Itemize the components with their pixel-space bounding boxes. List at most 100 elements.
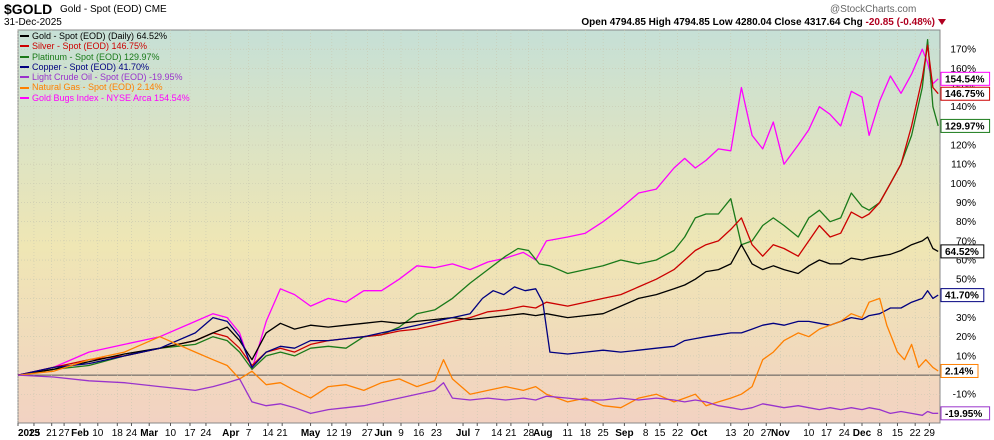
legend-item-silver: Silver - Spot (EOD) 146.75% xyxy=(20,41,190,51)
plot-area xyxy=(17,29,941,424)
tag-box xyxy=(940,288,985,303)
watermark: @StockCharts.com xyxy=(830,4,917,15)
legend-label: Copper - Spot (EOD) 41.70% xyxy=(32,61,150,72)
symbol-title: $GOLD xyxy=(4,1,53,17)
x-tick-label: Apr xyxy=(222,428,239,439)
x-tick-label: 22 xyxy=(910,428,922,439)
last-value-tag-crude: -19.95% xyxy=(940,406,991,421)
x-tick-label: 19 xyxy=(340,428,352,439)
y-tick-label: 10% xyxy=(956,351,976,362)
x-tick-label: 21 xyxy=(505,428,517,439)
x-tick-label: Jul xyxy=(456,428,471,439)
x-tick-label: 14 xyxy=(262,428,274,439)
x-tick-label: 17 xyxy=(821,428,833,439)
chart-date: 31-Dec-2025 xyxy=(4,17,62,28)
x-tick-label: Nov xyxy=(771,428,790,439)
y-tick-label: 70% xyxy=(956,236,976,247)
series-line-platinum xyxy=(17,38,939,376)
high-label: High xyxy=(648,17,671,28)
legend-swatch xyxy=(20,45,29,48)
x-tick-label: Jun xyxy=(374,428,392,439)
legend-label: Gold Bugs Index - NYSE Arca 154.54% xyxy=(32,92,190,103)
legend-swatch xyxy=(20,55,29,58)
symbol-description: Gold - Spot (EOD) CME xyxy=(60,4,167,15)
chg-label: Chg xyxy=(843,17,863,28)
down-triangle-icon xyxy=(938,19,946,26)
last-value-tag-silver: 146.75% xyxy=(940,86,991,101)
high-value: 4794.85 xyxy=(673,17,710,28)
x-tick-label: 15 xyxy=(654,428,666,439)
x-tick-label: 27 xyxy=(761,428,773,439)
legend-item-platinum: Platinum - Spot (EOD) 129.97% xyxy=(20,52,190,62)
tag-label: 64.52% xyxy=(945,247,979,258)
last-value-tag-platinum: 129.97% xyxy=(940,118,991,133)
x-tick-label: Aug xyxy=(533,428,552,439)
x-tick-label: 16 xyxy=(413,428,425,439)
x-tick-label: 29 xyxy=(924,428,936,439)
ohlc-readout: Open 4794.85 High 4794.85 Low 4280.04 Cl… xyxy=(581,17,946,28)
y-tick-label: 90% xyxy=(956,198,976,209)
grid-lines xyxy=(17,30,940,426)
x-tick-label: 28 xyxy=(523,428,535,439)
last-value-tag-copper: 41.70% xyxy=(940,288,985,303)
x-tick-label: 2025 xyxy=(18,428,41,439)
close-value: 4317.64 xyxy=(804,17,841,28)
y-tick-label: 20% xyxy=(956,332,976,343)
x-tick-label: 10 xyxy=(165,428,177,439)
legend-item-copper: Copper - Spot (EOD) 41.70% xyxy=(20,62,190,72)
series-line-gold xyxy=(17,236,939,376)
series-lines xyxy=(17,38,939,416)
y-tick-label: 80% xyxy=(956,217,976,228)
x-tick-label: 13 xyxy=(28,428,40,439)
x-tick-label: 11 xyxy=(562,428,573,439)
low-label: Low xyxy=(712,17,733,28)
series-line-goldbugs xyxy=(17,48,939,376)
legend: Gold - Spot (EOD) (Daily) 64.52% Silver -… xyxy=(20,31,190,103)
tag-label: -19.95% xyxy=(945,409,982,420)
y-tick-label: 140% xyxy=(950,102,976,113)
tag-label: 146.75% xyxy=(945,89,985,100)
x-tick-label: 24 xyxy=(126,428,138,439)
x-tick-label: 8 xyxy=(643,428,649,439)
last-value-tag-natgas: 2.14% xyxy=(940,363,979,378)
x-tick-label: May xyxy=(301,428,321,439)
x-tick-label: 24 xyxy=(200,428,212,439)
x-tick-label: Feb xyxy=(71,428,89,439)
x-tick-label: 21 xyxy=(46,428,58,439)
x-tick-label: 10 xyxy=(92,428,104,439)
tag-box xyxy=(940,118,991,133)
legend-swatch xyxy=(20,76,29,79)
x-tick-label: 10 xyxy=(803,428,815,439)
series-line-copper xyxy=(17,286,939,376)
legend-label: Light Crude Oil - Spot (EOD) -19.95% xyxy=(32,72,183,83)
last-value-tag-goldbugs: 154.54% xyxy=(940,71,991,86)
legend-swatch xyxy=(20,86,29,89)
y-axis-labels: -10%10%20%30%40%50%60%70%80%90%100%110%1… xyxy=(950,45,976,401)
x-tick-label: 9 xyxy=(398,428,404,439)
legend-item-gold: Gold - Spot (EOD) (Daily) 64.52% xyxy=(20,31,190,41)
x-tick-label: Oct xyxy=(691,428,708,439)
legend-item-goldbugs: Gold Bugs Index - NYSE Arca 154.54% xyxy=(20,93,190,103)
open-label: Open xyxy=(581,17,607,28)
tag-label: 41.70% xyxy=(945,291,979,302)
x-tick-label: 17 xyxy=(184,428,196,439)
y-tick-label: -10% xyxy=(953,390,976,401)
last-value-tags: 154.54% 146.75% 129.97% 64.52% 41.70% 2.14% -1… xyxy=(940,71,991,421)
legend-swatch xyxy=(20,66,29,69)
tag-box xyxy=(940,71,991,86)
y-tick-label: 170% xyxy=(950,45,976,56)
x-tick-label: 25 xyxy=(598,428,610,439)
series-line-crude xyxy=(17,374,939,416)
legend-item-natgas: Natural Gas - Spot (EOD) 2.14% xyxy=(20,82,190,92)
x-tick-label: 22 xyxy=(672,428,684,439)
y-tick-label: 100% xyxy=(950,179,976,190)
x-tick-label: Sep xyxy=(615,428,633,439)
tag-label: 154.54% xyxy=(945,74,985,85)
y-tick-label: 110% xyxy=(951,160,976,171)
legend-label: Platinum - Spot (EOD) 129.97% xyxy=(32,51,160,62)
last-value-tag-gold: 64.52% xyxy=(940,244,985,259)
x-tick-label: 20 xyxy=(743,428,755,439)
tag-box xyxy=(940,86,991,101)
chart-header: $GOLD Gold - Spot (EOD) CME 31-Dec-2025 … xyxy=(0,0,994,30)
